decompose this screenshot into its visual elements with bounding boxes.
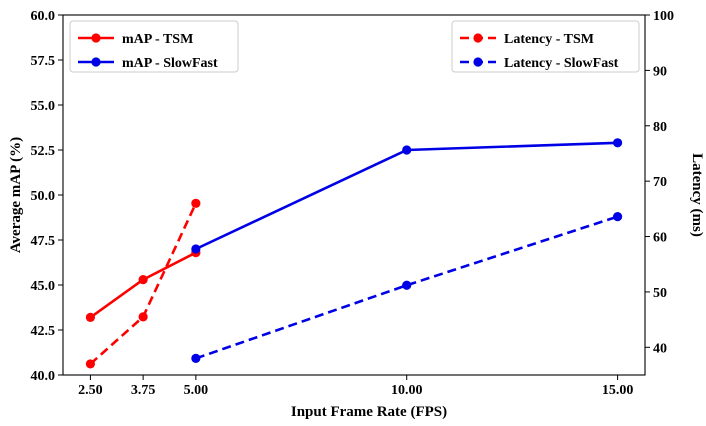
y-axis-title: Average mAP (%) <box>8 137 24 253</box>
plot-layer <box>85 138 623 369</box>
y-tick-label: 52.5 <box>31 144 56 159</box>
y2-axis-title: Latency (ms) <box>689 153 705 237</box>
y2-tick-label: 70 <box>653 175 667 190</box>
data-point <box>612 138 623 148</box>
y2-tick-label: 80 <box>653 120 667 135</box>
legend-box <box>69 20 239 73</box>
y-tick-label: 45.0 <box>31 279 56 294</box>
series-line-3 <box>195 215 618 360</box>
x-tick-label: 10.00 <box>391 383 423 398</box>
legend-label: Latency - SlowFast <box>504 56 619 71</box>
y-tick-label: 57.5 <box>31 54 56 69</box>
data-point <box>85 312 96 322</box>
legend-label: mAP - SlowFast <box>122 56 218 71</box>
y-tick-label: 60.0 <box>31 9 56 24</box>
legend-layer: mAP - TSM mAP - SlowFast Latency - TSM Late… <box>69 20 640 73</box>
data-point <box>138 312 148 322</box>
y-tick-label: 42.5 <box>31 324 56 339</box>
legend-marker <box>473 33 483 43</box>
data-point <box>191 198 201 208</box>
x-axis-title: Input Frame Rate (FPS) <box>291 404 447 420</box>
data-point <box>612 212 623 222</box>
x-tick-label: 2.50 <box>78 383 103 398</box>
data-point <box>402 145 412 155</box>
data-point <box>138 275 148 285</box>
series-line-0 <box>89 251 197 319</box>
legend-marker <box>91 57 101 67</box>
y-tick-label: 55.0 <box>31 99 56 114</box>
legend-box <box>451 20 640 73</box>
legend-label: mAP - TSM <box>122 32 193 47</box>
y2-tick-label: 50 <box>653 286 667 301</box>
legend-marker <box>91 33 101 43</box>
y2-tick-label: 60 <box>653 231 667 246</box>
data-point <box>402 280 412 290</box>
y2-tick-label: 90 <box>653 64 667 79</box>
y2-tick-label: 40 <box>653 341 667 356</box>
data-point <box>191 244 201 254</box>
x-tick-label: 3.75 <box>131 383 156 398</box>
y-tick-label: 50.0 <box>31 189 56 204</box>
legend-marker <box>473 57 483 67</box>
y-tick-label: 40.0 <box>31 369 56 384</box>
data-point <box>191 353 201 363</box>
axes-layer: 2.50 3.75 5.00 10.00 15.00 40.0 42.5 45.0 47.5 50… <box>31 9 675 398</box>
x-tick-label: 15.00 <box>602 383 634 398</box>
y2-tick-label: 100 <box>653 9 674 24</box>
series-line-1 <box>195 141 618 251</box>
data-point <box>85 359 96 369</box>
x-tick-label: 5.00 <box>184 383 209 398</box>
legend-label: Latency - TSM <box>504 32 594 47</box>
y-tick-label: 47.5 <box>31 234 56 249</box>
